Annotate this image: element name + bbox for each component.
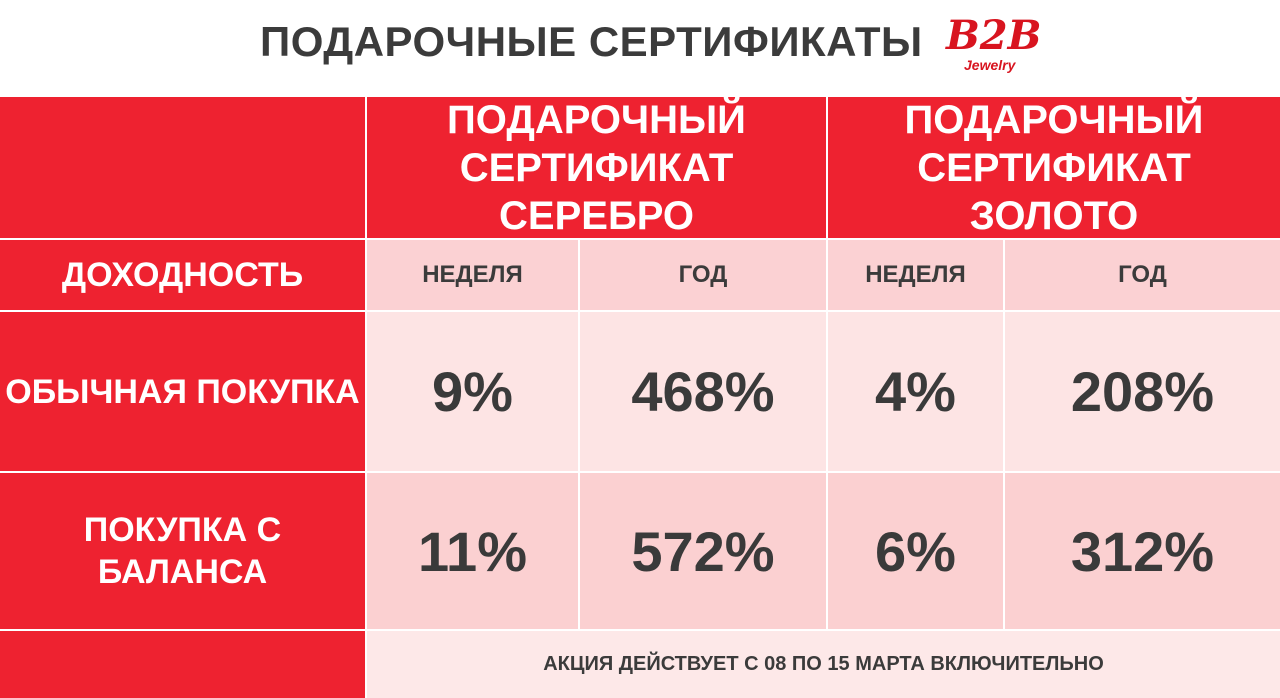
row-label: ОБЫЧНАЯ ПОКУПКА [0, 312, 365, 471]
title: ПОДАРОЧНЫЕ СЕРТИФИКАТЫ [260, 18, 923, 65]
value-cell: 11% [367, 473, 578, 629]
value-cell: 4% [828, 312, 1003, 471]
logo-sub: Jewelry [964, 57, 1016, 73]
value-cell: 312% [1005, 473, 1280, 629]
logo: B2B Jewelry [946, 12, 1042, 73]
column-header: ПОДАРОЧНЫЙ СЕРТИФИКАТ ЗОЛОТО [828, 97, 1280, 238]
footer-corner [0, 631, 365, 698]
row-label: ПОКУПКА С БАЛАНСА [0, 473, 365, 629]
value-cell: 468% [580, 312, 826, 471]
column-header: ПОДАРОЧНЫЙ СЕРТИФИКАТ СЕРЕБРО [367, 97, 826, 238]
value-cell: 9% [367, 312, 578, 471]
subcolumn-header: НЕДЕЛЯ [367, 240, 578, 310]
corner-cell [0, 97, 365, 238]
value-cell: 6% [828, 473, 1003, 629]
row-header: ДОХОДНОСТЬ [0, 240, 365, 310]
value-cell: 572% [580, 473, 826, 629]
subcolumn-header: ГОД [580, 240, 826, 310]
subcolumn-header: НЕДЕЛЯ [828, 240, 1003, 310]
footer-note: АКЦИЯ ДЕЙСТВУЕТ С 08 ПО 15 МАРТА ВКЛЮЧИТ… [367, 631, 1280, 698]
value-cell: 208% [1005, 312, 1280, 471]
subcolumn-header: ГОД [1005, 240, 1280, 310]
logo-main: B2B [946, 12, 1042, 59]
